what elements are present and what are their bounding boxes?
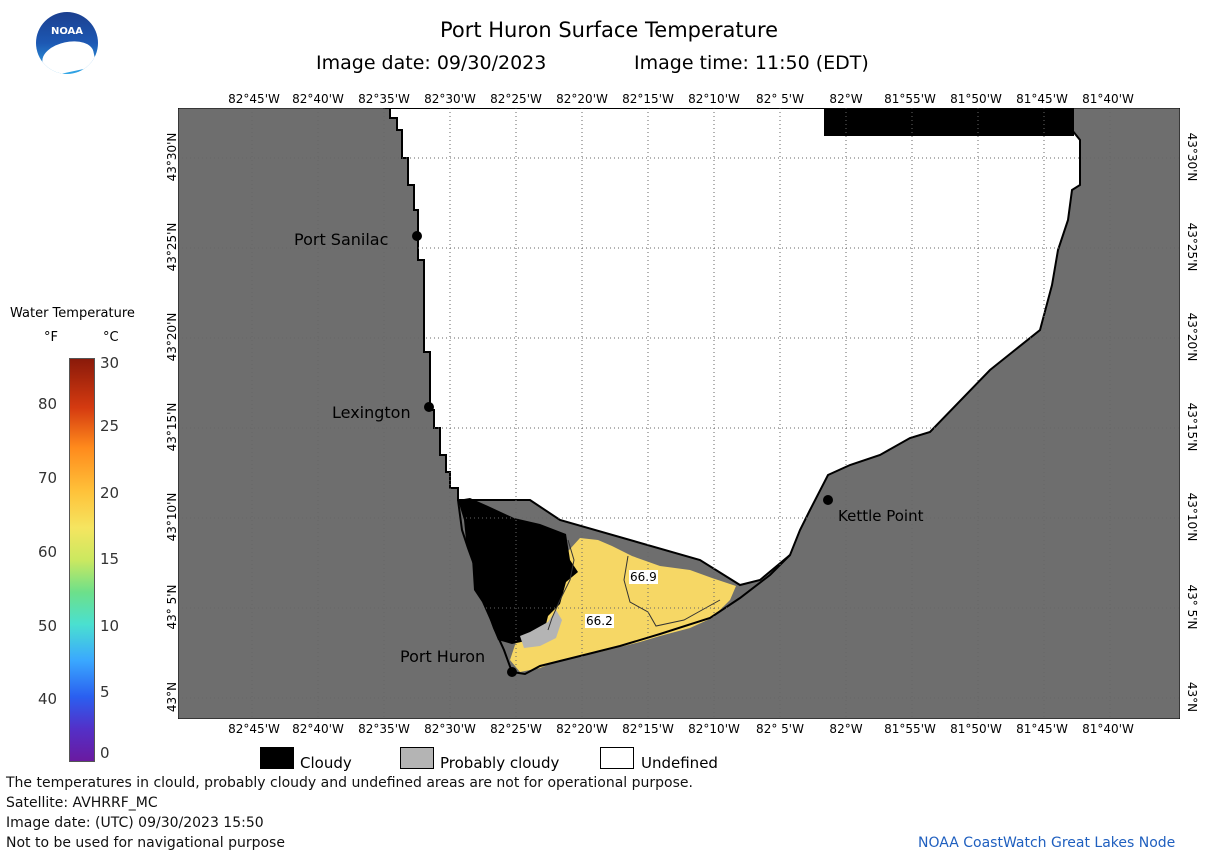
- colorbar-unit-f: °F: [44, 330, 58, 345]
- place-label-port-huron: Port Huron: [400, 647, 486, 666]
- place-label-port-sanilac: Port Sanilac: [294, 230, 389, 249]
- key-undefined-swatch: [600, 747, 634, 769]
- image-time: Image time: 11:50 (EDT): [634, 52, 869, 74]
- key-probably-cloudy-label: Probably cloudy: [440, 754, 560, 772]
- lon-label-top: 82°15'W: [622, 92, 674, 106]
- colorbar-f-tick: 70: [38, 469, 58, 487]
- colorbar-c-tick: 5: [100, 683, 110, 701]
- lon-label-top: 82°W: [829, 92, 863, 106]
- lon-label-bottom: 82°45'W: [228, 722, 280, 736]
- lat-label-right: 43° 5'N: [1185, 584, 1199, 630]
- colorbar-f-tick: 80: [38, 395, 58, 413]
- kettle-point-marker: [823, 495, 833, 505]
- lat-label-left: 43°N: [165, 681, 179, 713]
- colorbar-c-tick: 25: [100, 417, 120, 435]
- contour-label: 66.9: [629, 570, 658, 584]
- colorbar-c-tick: 15: [100, 550, 120, 568]
- lat-label-right: 43°10'N: [1185, 492, 1199, 542]
- lon-label-bottom: 82°25'W: [490, 722, 542, 736]
- lat-label-left: 43°25'N: [165, 222, 179, 272]
- lon-label-top: 81°50'W: [950, 92, 1002, 106]
- map-title: Port Huron Surface Temperature: [439, 18, 779, 42]
- lon-label-top: 81°55'W: [884, 92, 936, 106]
- colorbar-c-tick: 30: [100, 354, 120, 372]
- contour-line: [547, 539, 575, 631]
- lon-label-bottom: 82°W: [829, 722, 863, 736]
- lon-label-top: 82° 5'W: [756, 92, 804, 106]
- lon-label-top: 82°45'W: [228, 92, 280, 106]
- contour-label: 66.2: [585, 614, 614, 628]
- port-sanilac-marker: [412, 231, 422, 241]
- lon-label-bottom: 82°20'W: [556, 722, 608, 736]
- graticule: [178, 108, 1180, 719]
- lon-label-bottom: 82° 5'W: [756, 722, 804, 736]
- lon-label-bottom: 82°40'W: [292, 722, 344, 736]
- lon-label-top: 81°45'W: [1016, 92, 1068, 106]
- lat-label-left: 43° 5'N: [165, 584, 179, 630]
- lat-label-left: 43°15'N: [165, 402, 179, 452]
- colorbar-f-tick: 60: [38, 543, 58, 561]
- lat-label-right: 43°N: [1185, 681, 1199, 713]
- lat-label-right: 43°15'N: [1185, 402, 1199, 452]
- lat-label-right: 43°30'N: [1185, 132, 1199, 182]
- image-date: Image date: 09/30/2023: [316, 52, 547, 74]
- noaa-logo: NOAA: [36, 12, 98, 74]
- lon-label-bottom: 81°50'W: [950, 722, 1002, 736]
- lon-label-top: 82°30'W: [424, 92, 476, 106]
- lon-label-top: 82°20'W: [556, 92, 608, 106]
- key-undefined-label: Undefined: [641, 754, 718, 772]
- lat-label-left: 43°30'N: [165, 132, 179, 182]
- colorbar-title: Water Temperature: [10, 306, 135, 321]
- footer-utc-date: Image date: (UTC) 09/30/2023 15:50: [6, 815, 264, 831]
- colorbar-unit-c: °C: [103, 330, 119, 345]
- key-cloudy-swatch: [260, 747, 294, 769]
- port-huron-marker: [507, 667, 517, 677]
- lon-label-bottom: 81°45'W: [1016, 722, 1068, 736]
- colorbar: [69, 358, 95, 762]
- footer-disclaimer: The temperatures in clould, probably clo…: [6, 775, 693, 791]
- place-label-kettle-point: Kettle Point: [838, 507, 924, 525]
- lon-label-top: 82°10'W: [688, 92, 740, 106]
- lon-label-top: 82°25'W: [490, 92, 542, 106]
- place-label-lexington: Lexington: [332, 403, 411, 422]
- lake-undefined-area: [383, 108, 1081, 587]
- lon-label-top: 81°40'W: [1082, 92, 1134, 106]
- cloud-area-south: [458, 498, 578, 644]
- contour-line: [623, 555, 721, 627]
- lon-label-bottom: 81°40'W: [1082, 722, 1134, 736]
- lon-label-top: 82°40'W: [292, 92, 344, 106]
- lon-label-bottom: 82°15'W: [622, 722, 674, 736]
- map-panel: [178, 108, 1180, 719]
- lon-label-bottom: 82°35'W: [358, 722, 410, 736]
- lon-label-bottom: 82°30'W: [424, 722, 476, 736]
- colorbar-f-tick: 40: [38, 690, 58, 708]
- key-cloudy-label: Cloudy: [300, 754, 352, 772]
- south-shoreline: [457, 499, 791, 676]
- noaa-logo-text: NOAA: [50, 26, 84, 37]
- colorbar-c-tick: 0: [100, 744, 110, 762]
- colorbar-c-tick: 20: [100, 484, 120, 502]
- colorbar-c-tick: 10: [100, 617, 120, 635]
- lexington-marker: [424, 402, 434, 412]
- lat-label-left: 43°20'N: [165, 312, 179, 362]
- footer-credit-link[interactable]: NOAA CoastWatch Great Lakes Node: [918, 835, 1176, 851]
- colorbar-f-tick: 50: [38, 617, 58, 635]
- lat-label-right: 43°20'N: [1185, 312, 1199, 362]
- lat-label-left: 43°10'N: [165, 492, 179, 542]
- lon-label-bottom: 82°10'W: [688, 722, 740, 736]
- footer-navigation-warning: Not to be used for navigational purpose: [6, 835, 285, 851]
- lon-label-top: 82°35'W: [358, 92, 410, 106]
- cloud-strip-north: [824, 108, 1074, 136]
- footer-satellite: Satellite: AVHRRF_MC: [6, 795, 158, 811]
- lon-label-bottom: 81°55'W: [884, 722, 936, 736]
- lat-label-right: 43°25'N: [1185, 222, 1199, 272]
- key-probably-cloudy-swatch: [400, 747, 434, 769]
